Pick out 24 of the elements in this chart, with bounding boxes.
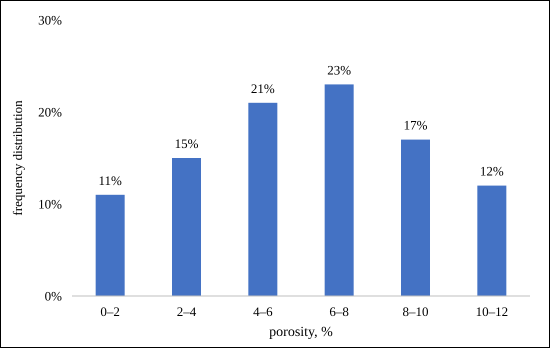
bar [96, 194, 125, 296]
bar [248, 102, 278, 296]
x-tick-label: 0–2 [100, 304, 120, 319]
data-label: 12% [480, 164, 504, 179]
bar [400, 140, 430, 296]
data-label: 17% [404, 118, 428, 133]
x-tick-label: 6–8 [329, 304, 349, 319]
x-axis-title: porosity, % [269, 325, 334, 340]
bar [172, 158, 202, 296]
bar [477, 186, 506, 296]
data-label: 15% [174, 136, 199, 151]
y-tick-label: 0% [44, 288, 62, 304]
x-tick-label: 4–6 [253, 304, 274, 319]
data-label: 21% [250, 80, 275, 96]
y-tick-label: 20% [38, 104, 62, 120]
data-label: 11% [98, 172, 122, 188]
data-label: 23% [327, 62, 352, 78]
bar [324, 84, 354, 296]
x-tick-label: 2–4 [176, 304, 197, 319]
x-tick-label: 8–10 [402, 304, 428, 319]
x-tick-label: 10–12 [476, 304, 508, 319]
y-tick-label: 10% [38, 196, 62, 212]
y-axis-title: frequency distribution [10, 100, 25, 216]
y-tick-label: 30% [38, 12, 62, 28]
